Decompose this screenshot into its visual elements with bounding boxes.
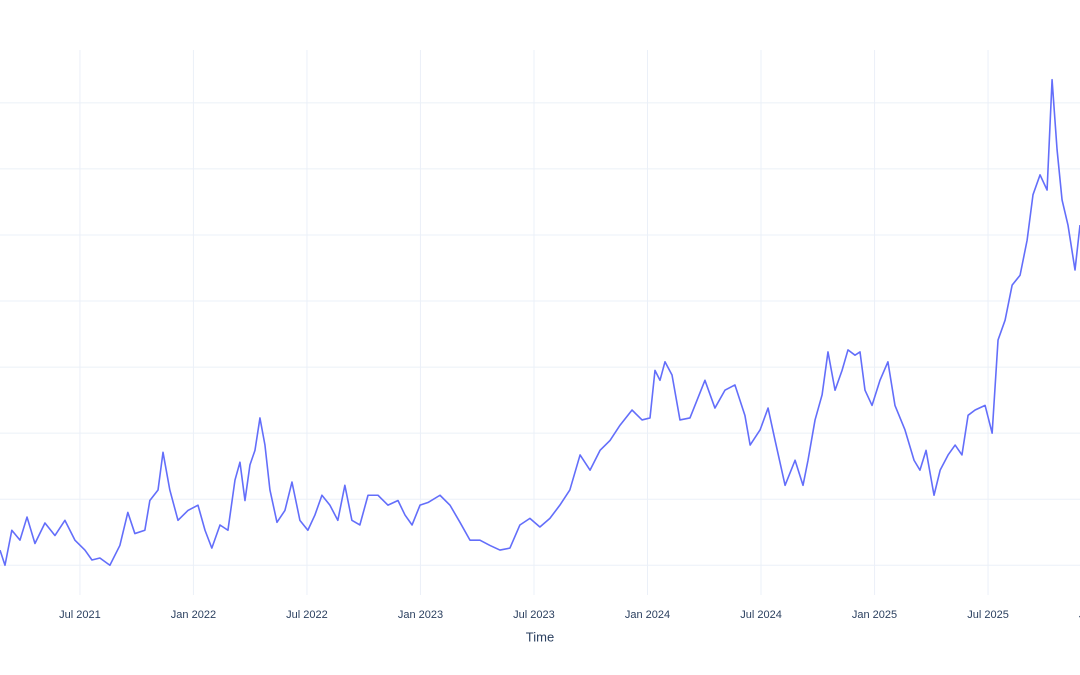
x-tick-label: Jul 2022 [286,609,328,621]
x-tick-label: Jan 2026 [1079,609,1080,621]
data-line [0,78,1080,567]
x-tick-label: Jul 2024 [740,609,782,621]
x-tick-label: Jan 2022 [171,609,216,621]
x-tick-label: Jan 2025 [852,609,897,621]
plot-area [0,78,1080,567]
grid [0,50,1080,595]
x-tick-label: Jul 2023 [513,609,555,621]
x-tick-label: Jan 2023 [398,609,443,621]
x-tick-label: Jul 2025 [967,609,1009,621]
x-axis-title: Time [526,629,554,644]
x-tick-label: Jul 2021 [59,609,101,621]
x-tick-label: Jan 2024 [625,609,670,621]
